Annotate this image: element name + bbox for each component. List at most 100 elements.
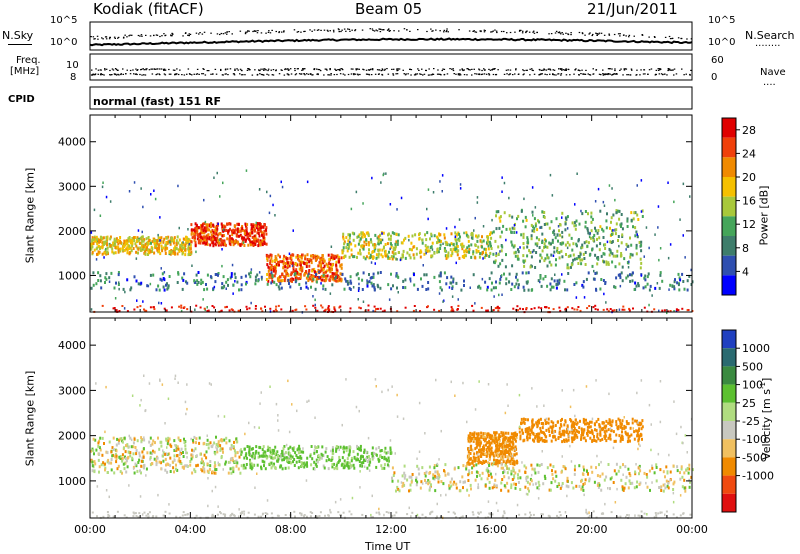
echo-cell: [121, 246, 124, 250]
echo-cell: [164, 452, 167, 456]
echo-cell: [615, 423, 618, 427]
echo-cell: [380, 253, 383, 257]
echo-cell: [490, 441, 493, 445]
freq-point: [164, 69, 167, 71]
ground-scatter-cell: [576, 308, 579, 311]
freq-point: [380, 70, 383, 72]
echo-cell: [438, 232, 440, 236]
echo-cell: [347, 453, 350, 457]
echo-cell: [646, 275, 649, 279]
echo-cell: [634, 211, 637, 215]
echo-cell: [609, 240, 612, 244]
noise-search-point: [690, 38, 693, 40]
echo-cell: [219, 444, 222, 448]
echo-cell: [504, 455, 507, 459]
echo-cell: [245, 224, 247, 228]
speckle-cell: [580, 209, 582, 213]
freq-tick-low: 8: [70, 72, 77, 83]
echo-cell: [480, 451, 483, 455]
noise-search-point: [382, 29, 385, 31]
freq-point: [581, 69, 583, 71]
echo-cell: [626, 219, 629, 223]
freq-point: [560, 68, 562, 70]
echo-cell: [527, 271, 530, 275]
echo-cell: [378, 458, 381, 462]
echo-cell: [144, 249, 146, 253]
speckle-cell: [454, 225, 456, 229]
echo-cell: [324, 277, 327, 280]
echo-cell: [499, 443, 501, 446]
freq-point: [105, 68, 108, 70]
echo-cell: [321, 453, 324, 457]
echo-cell: [265, 456, 268, 460]
echo-cell: [115, 457, 118, 460]
echo-cell: [319, 276, 322, 280]
noise-search-point: [332, 29, 335, 31]
echo-cell: [482, 250, 484, 254]
echo-cell: [586, 227, 589, 231]
echo-cell: [222, 275, 225, 279]
nave-point: [295, 73, 298, 75]
echo-cell: [581, 245, 584, 249]
echo-cell: [213, 441, 216, 445]
echo-cell: [460, 288, 463, 292]
echo-cell: [476, 440, 479, 444]
echo-cell: [231, 233, 234, 237]
echo-cell: [539, 276, 542, 280]
echo-cell: [310, 285, 312, 289]
noise-search-point: [608, 33, 610, 35]
echo-cell: [158, 447, 161, 451]
echo-cell: [477, 285, 480, 289]
echo-cell: [285, 257, 288, 261]
echo-cell: [393, 232, 396, 236]
ground-scatter-cell: [577, 306, 580, 308]
speckle-cell: [515, 231, 518, 234]
echo-cell: [566, 215, 569, 219]
echo-cell: [175, 241, 178, 245]
freq-point: [561, 68, 563, 70]
echo-cell: [255, 450, 258, 453]
y-tick-label: 1000: [58, 269, 86, 282]
echo-cell: [350, 464, 353, 468]
freq-point: [234, 69, 236, 71]
echo-cell: [571, 221, 574, 225]
ground-scatter-cell: [594, 308, 597, 311]
echo-cell: [515, 452, 518, 456]
echo-cell: [373, 286, 376, 290]
echo-cell: [126, 239, 129, 243]
echo-cell: [379, 233, 382, 237]
echo-cell: [283, 269, 286, 273]
nave-point: [540, 73, 542, 75]
echo-cell: [117, 273, 120, 277]
echo-cell: [348, 255, 351, 259]
echo-cell: [468, 250, 471, 254]
ground-scatter-cell: [606, 308, 609, 311]
speckle-cell: [232, 292, 234, 295]
echo-cell: [496, 462, 499, 466]
nave-point: [557, 73, 560, 75]
echo-cell: [523, 288, 526, 292]
echo-cell: [348, 465, 350, 469]
echo-cell: [586, 244, 589, 248]
echo-cell: [593, 233, 596, 237]
echo-cell: [284, 451, 287, 455]
echo-cell: [236, 222, 239, 226]
echo-cell: [274, 255, 277, 258]
echo-cell: [590, 229, 593, 233]
echo-cell: [419, 251, 421, 255]
echo-cell: [300, 450, 303, 454]
freq-point: [376, 69, 379, 71]
echo-cell: [167, 284, 170, 288]
speckle-cell: [561, 235, 564, 238]
echo-cell: [279, 255, 281, 259]
echo-cell: [470, 243, 473, 247]
colorbar-segment: [722, 216, 736, 236]
echo-cell: [617, 235, 620, 238]
freq-point: [667, 69, 670, 71]
ground-scatter-cell: [112, 307, 115, 310]
ground-scatter-cell: [165, 309, 168, 312]
echo-cell: [331, 272, 334, 275]
nave-point: [136, 73, 138, 76]
speckle-cell: [255, 221, 257, 225]
noise-search-point: [495, 30, 498, 32]
